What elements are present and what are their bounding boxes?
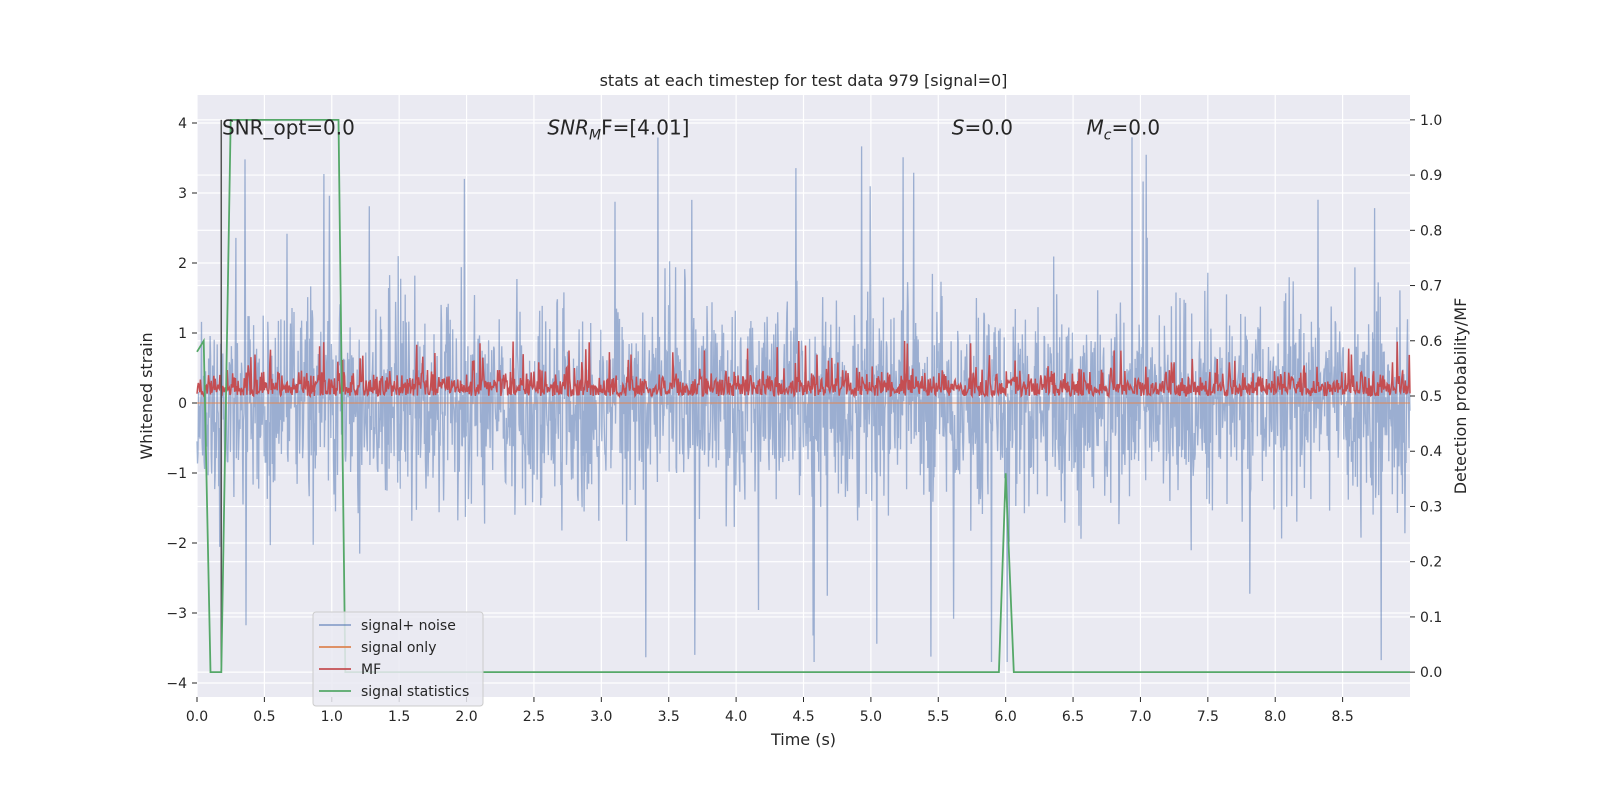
y-tick-label: 2 [178, 256, 187, 272]
annotation: Mc=0.0 [1087, 116, 1161, 144]
annotation: SNR_opt=0.0 [222, 116, 355, 140]
x-tick-label: 1.0 [321, 709, 343, 725]
legend-box [312, 611, 484, 707]
x-tick-label: 3.0 [590, 709, 612, 725]
x-tick-label: 0.0 [186, 709, 208, 725]
y-tick-label: −1 [166, 466, 187, 482]
x-tick-label: 0.5 [253, 709, 275, 725]
y-right-tick-label: 0.5 [1420, 389, 1442, 405]
y-axis-ticks: 4 3 2 1 0 −1 −2 −3 −4 [166, 116, 197, 692]
x-tick-label: 5.0 [860, 709, 882, 725]
x-tick-label: 6.5 [1062, 709, 1084, 725]
legend-label: MF [361, 662, 381, 678]
y-tick-label: 1 [178, 326, 187, 342]
x-axis-ticks: 0.0 0.5 1.0 1.5 2.0 2.5 3.0 3.5 4.0 4.5 5.0 5.5 6.0 6… [186, 697, 1354, 725]
y-tick-label: 4 [178, 116, 187, 132]
y-right-axis-ticks: 1.0 0.9 0.8 0.7 0.6 0.5 0.4 0.3 0.2 0.1 0.0 [1410, 113, 1442, 681]
y-right-tick-label: 0.1 [1420, 610, 1442, 626]
x-tick-label: 8.0 [1264, 709, 1286, 725]
x-tick-label: 7.0 [1129, 709, 1151, 725]
x-tick-label: 4.5 [792, 709, 814, 725]
series-mf [196, 340, 1411, 399]
x-tick-label: 4.0 [725, 709, 747, 725]
y-right-tick-label: 0.7 [1420, 279, 1442, 295]
y-right-tick-label: 0.9 [1420, 168, 1442, 184]
y-right-tick-label: 0.0 [1420, 665, 1442, 681]
y-right-tick-label: 0.4 [1420, 444, 1442, 460]
x-tick-label: 1.5 [388, 709, 410, 725]
y-axis-label: Whitened strain [137, 332, 156, 459]
legend-label: signal statistics [361, 684, 469, 700]
annotations: SNR_opt=0.0 SNRMF=[4.01] S=0.0 Mc=0.0 [222, 116, 1160, 144]
series-line-signal-noise [196, 137, 1411, 663]
y-tick-label: 3 [178, 186, 187, 202]
x-tick-label: 7.5 [1197, 709, 1219, 725]
x-axis-label: Time (s) [770, 730, 836, 749]
y-right-tick-label: 0.8 [1420, 223, 1442, 239]
series-signal-noise [196, 137, 1411, 663]
y-right-tick-label: 0.6 [1420, 334, 1442, 350]
y-right-tick-label: 0.3 [1420, 499, 1442, 515]
y-tick-label: −3 [166, 606, 187, 622]
x-tick-label: 2.0 [455, 709, 477, 725]
y-right-tick-label: 1.0 [1420, 113, 1442, 129]
y-right-axis-label: Detection probability/MF [1451, 298, 1470, 495]
x-tick-label: 3.5 [658, 709, 680, 725]
annotation: SNRMF=[4.01] [547, 116, 689, 144]
x-tick-label: 2.5 [523, 709, 545, 725]
y-tick-label: 0 [178, 396, 187, 412]
chart-title: stats at each timestep for test data 979… [600, 71, 1008, 90]
series-line-mf [196, 340, 1411, 399]
legend: signal+ noise signal only MF signal statist… [312, 611, 484, 707]
x-tick-label: 5.5 [927, 709, 949, 725]
y-right-tick-label: 0.2 [1420, 555, 1442, 571]
x-tick-label: 8.5 [1331, 709, 1353, 725]
legend-label: signal only [361, 640, 436, 656]
annotation: S=0.0 [952, 116, 1013, 140]
series-signal-statistics [196, 119, 1410, 673]
grid [196, 95, 1410, 697]
y-tick-label: −4 [166, 676, 187, 692]
series-line-signal-statistics [196, 119, 1410, 673]
y-tick-label: −2 [166, 536, 187, 552]
legend-label: signal+ noise [361, 618, 456, 634]
x-tick-label: 6.0 [995, 709, 1017, 725]
